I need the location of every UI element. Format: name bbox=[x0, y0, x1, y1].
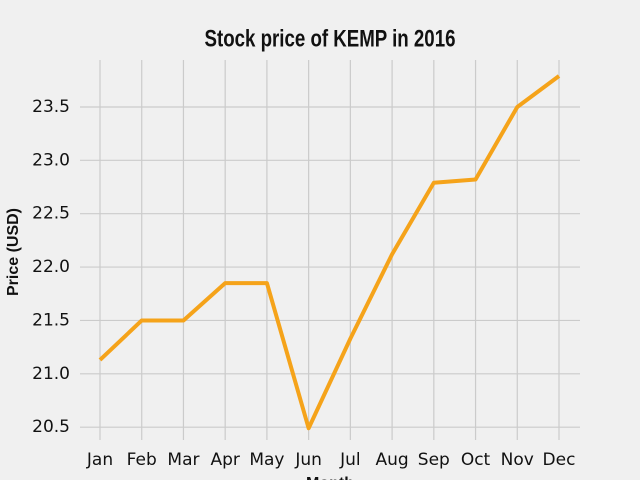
x-tick-label: Dec bbox=[543, 450, 576, 470]
x-axis-label: Month bbox=[306, 475, 354, 480]
line bbox=[98, 74, 561, 431]
y-tick-label: 23.0 bbox=[32, 150, 70, 170]
y-tick-label: 23.5 bbox=[32, 97, 70, 117]
x-tick-label: Oct bbox=[461, 450, 491, 470]
y-tick-label: 21.0 bbox=[32, 364, 70, 384]
y-tick-label: 21.5 bbox=[32, 310, 70, 330]
x-tick-label: Nov bbox=[501, 450, 534, 470]
x-tick-label: May bbox=[249, 450, 284, 470]
x-tick-label: Feb bbox=[127, 450, 157, 470]
x-tick-label: Sep bbox=[418, 450, 450, 470]
x-tick-label: Jul bbox=[339, 450, 361, 470]
y-axis-label: Price (USD) bbox=[5, 208, 22, 296]
x-tick-label: Mar bbox=[167, 450, 199, 470]
x-tick-label: Jan bbox=[86, 450, 113, 470]
x-tick-label: Aug bbox=[375, 450, 408, 470]
y-tick-label: 20.5 bbox=[32, 417, 70, 437]
y-tick-label: 22.5 bbox=[32, 204, 70, 224]
x-tick-label: Jun bbox=[294, 450, 322, 470]
chart-title: Stock price of KEMP in 2016 bbox=[205, 24, 456, 52]
y-tick-label: 22.0 bbox=[32, 257, 70, 277]
x-tick-label: Apr bbox=[210, 450, 239, 470]
